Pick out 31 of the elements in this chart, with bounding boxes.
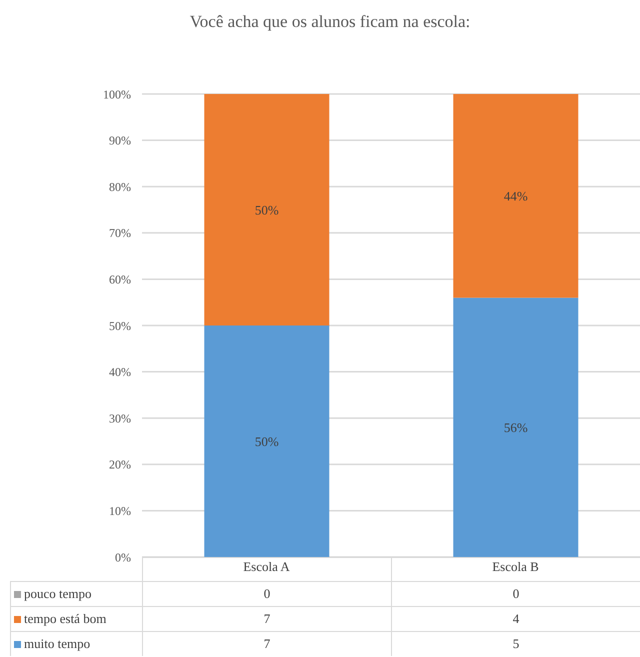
bar bbox=[453, 298, 578, 557]
y-tick-label: 10% bbox=[109, 504, 131, 518]
y-tick-label: 100% bbox=[103, 87, 131, 102]
text: 0 bbox=[142, 581, 391, 606]
text: 7 bbox=[142, 631, 391, 656]
data-label: 50% bbox=[254, 202, 279, 218]
chart-title: Você acha que os alunos ficam na escola: bbox=[188, 11, 472, 33]
data-label: 50% bbox=[254, 434, 279, 449]
x-tick-label: Escola B bbox=[492, 559, 540, 574]
bar bbox=[453, 94, 578, 298]
y-tick-label: 0% bbox=[115, 550, 131, 564]
y-tick-label: 70% bbox=[109, 226, 131, 240]
y-tick-label: 80% bbox=[109, 180, 131, 194]
y-tick-label: 30% bbox=[109, 411, 131, 426]
y-tick-label: 40% bbox=[109, 365, 131, 380]
bar bbox=[204, 326, 330, 557]
bar bbox=[204, 94, 330, 326]
y-tick-label: 90% bbox=[109, 134, 131, 148]
data-label: 56% bbox=[504, 420, 528, 435]
legend-label: muito tempo bbox=[24, 636, 90, 652]
data-label: 44% bbox=[504, 188, 528, 204]
text: 7 bbox=[142, 606, 391, 631]
text: 0 bbox=[391, 581, 640, 606]
y-tick-label: 50% bbox=[109, 318, 131, 333]
legend-label: tempo está bom bbox=[24, 611, 106, 627]
x-tick-label: Escola A bbox=[243, 559, 290, 574]
legend-label: pouco tempo bbox=[24, 586, 92, 602]
y-tick-label: 60% bbox=[109, 272, 131, 286]
y-tick-label: 20% bbox=[109, 458, 131, 472]
text: 5 bbox=[391, 631, 640, 656]
text: 4 bbox=[391, 606, 640, 631]
